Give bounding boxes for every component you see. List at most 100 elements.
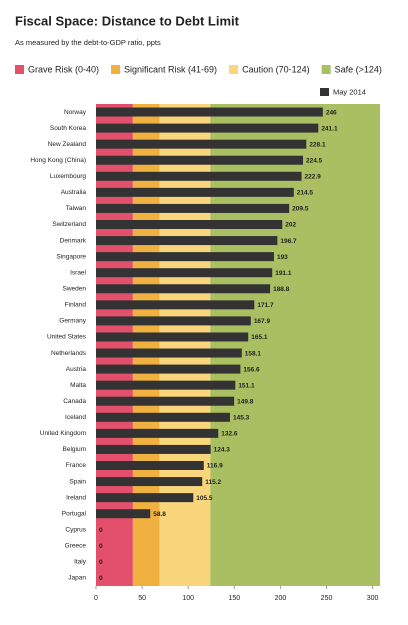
bar <box>96 236 278 246</box>
x-tick-label: 250 <box>321 595 333 602</box>
bar <box>96 444 211 454</box>
bar <box>96 187 294 197</box>
value-label: 228.1 <box>309 141 326 148</box>
legend-label: Safe (>124) <box>335 64 382 74</box>
value-label: 132.6 <box>221 431 238 438</box>
bar <box>96 316 251 326</box>
x-tick-label: 150 <box>228 595 240 602</box>
y-tick-label: Hong Kong (China) <box>30 157 86 164</box>
bar <box>96 268 273 278</box>
legend-label: Caution (70-124) <box>242 64 310 74</box>
legend-swatch <box>111 65 121 74</box>
y-tick-label: South Korea <box>50 125 87 132</box>
value-label: 156.6 <box>243 366 260 373</box>
zone <box>132 104 160 586</box>
y-tick-label: Netherlands <box>51 350 87 357</box>
y-tick-label: Malta <box>70 382 86 389</box>
value-label: 214.5 <box>297 190 314 197</box>
value-label: 0 <box>99 575 103 582</box>
y-tick-label: Iceland <box>65 414 86 421</box>
x-tick-label: 50 <box>138 595 146 602</box>
value-label: 105.5 <box>196 495 213 502</box>
bar <box>96 477 203 487</box>
value-label: 158.1 <box>245 350 262 357</box>
y-tick-label: Israel <box>70 269 86 276</box>
value-label: 145.3 <box>233 415 250 422</box>
value-label: 149.8 <box>237 398 254 405</box>
bar <box>96 412 230 422</box>
y-tick-label: Belgium <box>63 446 86 453</box>
y-tick-label: Ireland <box>66 494 86 501</box>
value-label: 246 <box>326 109 337 116</box>
value-label: 116.9 <box>207 463 223 470</box>
bar <box>96 428 219 438</box>
value-label: 165.1 <box>251 334 268 341</box>
y-tick-label: Denmark <box>60 237 87 244</box>
value-label: 188.8 <box>273 286 290 293</box>
legend-swatch <box>321 65 331 74</box>
chart-title: Fiscal Space: Distance to Debt Limit <box>15 13 240 28</box>
value-label: 224.5 <box>306 157 323 164</box>
bar <box>96 364 241 374</box>
y-tick-label: Portugal <box>62 510 87 517</box>
x-tick-label: 200 <box>275 595 287 602</box>
y-tick-label: Finland <box>65 302 87 309</box>
y-tick-label: Cyprus <box>65 526 86 533</box>
bar <box>96 461 204 470</box>
chart-subtitle: As measured by the debt-to-GDP ratio, pp… <box>15 38 161 47</box>
y-tick-label: France <box>66 462 87 469</box>
value-label: 202 <box>285 222 296 229</box>
value-label: 0 <box>99 527 103 534</box>
bar <box>96 348 242 358</box>
value-label: 115.2 <box>205 479 221 486</box>
y-tick-label: Luxembourg <box>50 173 87 180</box>
value-label: 58.8 <box>153 511 166 518</box>
y-tick-label: Spain <box>69 478 86 485</box>
value-label: 191.1 <box>275 270 292 277</box>
legend-label: Significant Risk (41-69) <box>124 64 217 74</box>
value-label: 171.7 <box>257 302 274 309</box>
y-tick-label: Australia <box>61 189 87 196</box>
x-tick-label: 300 <box>367 595 379 602</box>
bar <box>96 380 236 390</box>
value-label: 222.9 <box>305 174 322 181</box>
legend-label: Grave Risk (0-40) <box>28 64 99 74</box>
bar <box>96 171 302 181</box>
legend-swatch <box>15 65 24 74</box>
zone <box>159 104 211 586</box>
x-tick-label: 0 <box>94 595 98 602</box>
zone <box>210 104 380 586</box>
y-tick-label: Singapore <box>56 253 86 260</box>
bar <box>96 155 304 165</box>
bar <box>96 396 235 406</box>
bar <box>96 107 323 117</box>
bar <box>96 509 151 519</box>
y-tick-label: Germany <box>59 318 86 325</box>
value-label: 0 <box>99 559 103 566</box>
bar <box>96 139 307 149</box>
value-label: 193 <box>277 254 288 261</box>
x-tick-label: 100 <box>182 595 194 602</box>
y-tick-label: Italy <box>74 559 87 566</box>
y-tick-label: Japan <box>68 575 86 582</box>
y-tick-label: New Zealand <box>48 141 87 148</box>
bar <box>96 203 290 213</box>
y-tick-label: Canada <box>63 398 86 405</box>
value-label: 151.1 <box>238 382 255 389</box>
y-tick-label: Taiwan <box>66 205 87 212</box>
y-tick-label: Switzerland <box>52 221 86 228</box>
bar <box>96 220 283 229</box>
value-label: 124.3 <box>214 447 231 454</box>
bar <box>96 123 319 133</box>
bar <box>96 332 249 342</box>
value-label: 0 <box>99 543 103 550</box>
y-tick-label: Sweden <box>63 285 87 292</box>
value-label: 196.7 <box>280 238 297 245</box>
bar <box>96 284 271 294</box>
bar <box>96 300 255 310</box>
legend-swatch <box>229 65 239 74</box>
bar <box>96 252 274 262</box>
y-tick-label: Greece <box>65 543 87 550</box>
